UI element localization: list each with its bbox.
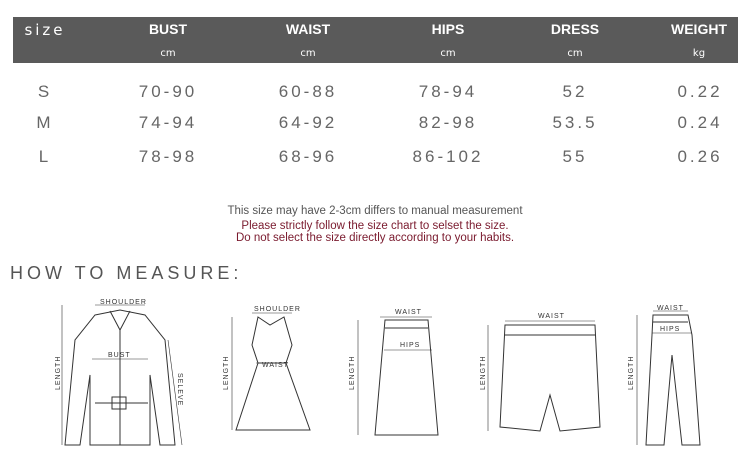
unit: cm bbox=[160, 48, 176, 59]
measurement-illustrations: SHOULDER BUST LENGTH SELEVE SHOULDER WAI… bbox=[55, 299, 701, 446]
value-cell: 60-88 bbox=[278, 82, 338, 101]
how-to-measure-title: HOW TO MEASURE: bbox=[10, 263, 243, 283]
shorts-illustration: WAIST LENGTH bbox=[480, 313, 601, 432]
unit: cm bbox=[440, 48, 456, 59]
label-shoulder: SHOULDER bbox=[100, 299, 147, 306]
value-cell: 74-94 bbox=[138, 113, 198, 132]
label-sleeve: SELEVE bbox=[176, 373, 183, 406]
value-cell: 0.22 bbox=[677, 82, 723, 101]
note-warning-1: Please strictly follow the size chart to… bbox=[241, 220, 509, 232]
value-cell: 0.26 bbox=[677, 147, 723, 166]
col-hips: HIPS bbox=[431, 21, 465, 37]
label-waist: WAIST bbox=[262, 362, 289, 369]
size-cell: L bbox=[38, 147, 52, 166]
label-hips: HIPS bbox=[660, 326, 680, 333]
label-length: LENGTH bbox=[55, 356, 62, 390]
label-waist: WAIST bbox=[395, 309, 422, 316]
value-cell: 64-92 bbox=[278, 113, 338, 132]
label-bust: BUST bbox=[108, 352, 131, 359]
dress-illustration: SHOULDER WAIST LENGTH bbox=[223, 306, 311, 431]
jacket-illustration: SHOULDER BUST LENGTH SELEVE bbox=[55, 299, 183, 446]
value-cell: 68-96 bbox=[278, 147, 338, 166]
unit: kg bbox=[692, 48, 706, 59]
note-measurement: This size may have 2-3cm differs to manu… bbox=[227, 205, 523, 217]
label-length: LENGTH bbox=[349, 356, 356, 390]
label-length: LENGTH bbox=[628, 356, 635, 390]
value-cell: 53.5 bbox=[552, 113, 598, 132]
value-cell: 0.24 bbox=[677, 113, 723, 132]
unit: cm bbox=[567, 48, 583, 59]
size-table-header: size BUST cm WAIST cm HIPS cm DRESS cm W… bbox=[13, 17, 738, 63]
value-cell: 78-94 bbox=[418, 82, 478, 101]
value-cell: 70-90 bbox=[138, 82, 198, 101]
label-shoulder: SHOULDER bbox=[254, 306, 301, 313]
value-cell: 55 bbox=[562, 147, 588, 166]
label-length: LENGTH bbox=[480, 356, 487, 390]
label-waist: WAIST bbox=[657, 305, 684, 312]
col-bust: BUST bbox=[148, 21, 188, 37]
size-cell: S bbox=[37, 82, 53, 101]
col-waist: WAIST bbox=[285, 21, 331, 37]
value-cell: 78-98 bbox=[138, 147, 198, 166]
label-waist: WAIST bbox=[538, 313, 565, 320]
value-cell: 52 bbox=[562, 82, 588, 101]
value-cell: 82-98 bbox=[418, 113, 478, 132]
label-hips: HIPS bbox=[400, 342, 420, 349]
size-cell: M bbox=[36, 113, 54, 132]
skirt-illustration: WAIST HIPS LENGTH bbox=[349, 309, 439, 436]
col-weight: WEIGHT bbox=[671, 21, 727, 37]
unit: cm bbox=[300, 48, 316, 59]
pants-illustration: WAIST HIPS LENGTH bbox=[628, 305, 701, 446]
note-warning-2: Do not select the size directly accordin… bbox=[235, 232, 515, 244]
size-header: size bbox=[24, 21, 66, 39]
col-dress: DRESS bbox=[550, 21, 600, 37]
value-cell: 86-102 bbox=[412, 147, 484, 166]
label-length: LENGTH bbox=[223, 356, 230, 390]
